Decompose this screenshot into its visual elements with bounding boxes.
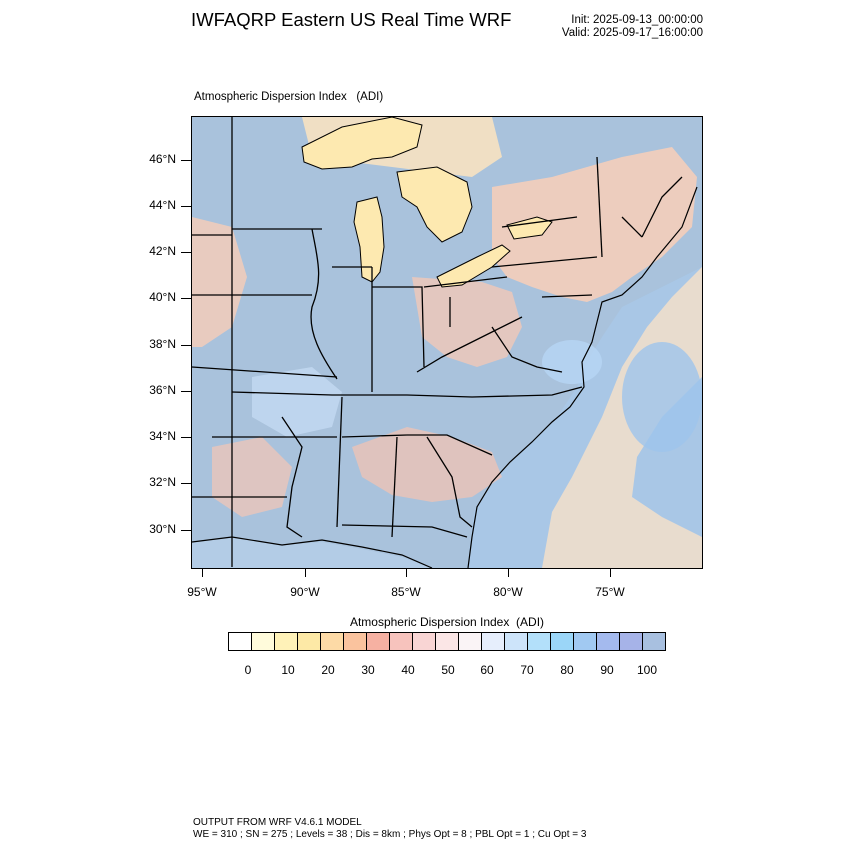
lat-tick — [181, 483, 191, 484]
lat-label-46n: 46°N — [149, 152, 176, 166]
warm-patch-northeast — [492, 147, 697, 302]
colorbar-swatch — [390, 633, 413, 650]
map-panel — [191, 116, 703, 569]
colorbar — [228, 632, 666, 651]
colorbar-swatch — [344, 633, 367, 650]
lat-tick — [181, 530, 191, 531]
colorbar-tick-label: 30 — [361, 663, 375, 677]
ocean-blue-eddy-2 — [542, 340, 602, 384]
lat-label-36n: 36°N — [149, 383, 176, 397]
colorbar-swatch — [505, 633, 528, 650]
state-borders — [192, 117, 683, 567]
lat-label-38n: 38°N — [149, 337, 176, 351]
lon-label-80w: 80°W — [493, 585, 523, 599]
lat-tick — [181, 437, 191, 438]
warm-patch-southeast — [352, 427, 502, 502]
footer-config-line: WE = 310 ; SN = 275 ; Levels = 38 ; Dis … — [193, 828, 587, 840]
colorbar-swatch — [367, 633, 390, 650]
warm-patch-west — [192, 217, 247, 347]
lat-tick — [181, 345, 191, 346]
colorbar-swatch — [482, 633, 505, 650]
model-footer: OUTPUT FROM WRF V4.6.1 MODEL WE = 310 ; … — [193, 817, 586, 840]
colorbar-title: Atmospheric Dispersion Index (ADI) — [349, 615, 545, 629]
colorbar-swatch — [643, 633, 665, 650]
colorbar-swatch — [574, 633, 597, 650]
lat-tick — [181, 391, 191, 392]
run-metadata: Init: 2025-09-13_00:00:00 Valid: 2025-09… — [540, 14, 703, 40]
lake-superior — [301, 117, 423, 170]
lake-michigan — [353, 196, 385, 283]
colorbar-swatch — [298, 633, 321, 650]
lat-label-40n: 40°N — [149, 290, 176, 304]
colorbar-swatch — [459, 633, 482, 650]
ocean-blue-eddy — [622, 342, 702, 452]
colorbar-swatch — [252, 633, 275, 650]
footer-model-line: OUTPUT FROM WRF V4.6.1 MODEL — [193, 817, 362, 828]
plot-title: Atmospheric Dispersion Index (ADI) — [194, 91, 384, 103]
colorbar-swatch — [321, 633, 344, 650]
colorbar-swatch — [528, 633, 551, 650]
lat-tick — [181, 252, 191, 253]
colorbar-swatch — [229, 633, 252, 650]
colorbar-swatch — [597, 633, 620, 650]
light-blue-patch — [252, 367, 342, 437]
warm-patch-midwest — [412, 277, 522, 367]
lat-tick — [181, 160, 191, 161]
lat-label-30n: 30°N — [149, 522, 176, 536]
colorbar-swatch — [275, 633, 298, 650]
lat-label-42n: 42°N — [149, 244, 176, 258]
lake-huron — [396, 166, 473, 243]
colorbar-tick-label: 20 — [321, 663, 335, 677]
colorbar-tick-label: 0 — [244, 663, 252, 677]
lon-tick — [406, 569, 407, 577]
lat-tick — [181, 298, 191, 299]
lon-tick — [610, 569, 611, 577]
colorbar-tick-label: 40 — [401, 663, 415, 677]
lat-label-34n: 34°N — [149, 429, 176, 443]
atlantic-coastline — [467, 186, 698, 568]
lat-label-32n: 32°N — [149, 475, 176, 489]
colorbar-tick-label: 80 — [560, 663, 574, 677]
adi-map — [192, 117, 702, 568]
colorbar-swatch — [620, 633, 643, 650]
colorbar-tick-label: 90 — [600, 663, 614, 677]
lon-label-85w: 85°W — [391, 585, 421, 599]
lat-label-44n: 44°N — [149, 198, 176, 212]
colorbar-swatch — [551, 633, 574, 650]
lake-erie — [436, 244, 511, 288]
colorbar-tick-label: 60 — [480, 663, 494, 677]
colorbar-tick-label: 100 — [636, 663, 658, 677]
lon-tick — [508, 569, 509, 577]
lon-label-75w: 75°W — [595, 585, 625, 599]
colorbar-tick-label: 10 — [281, 663, 295, 677]
colorbar-tick-label: 50 — [441, 663, 455, 677]
lake-ontario — [506, 216, 553, 240]
lon-label-90w: 90°W — [290, 585, 320, 599]
colorbar-swatch — [413, 633, 436, 650]
colorbar-tick-label: 70 — [520, 663, 534, 677]
colorbar-swatch — [436, 633, 459, 650]
valid-time: Valid: 2025-09-17_16:00:00 — [561, 27, 703, 39]
chart-title: IWFAQRP Eastern US Real Time WRF — [191, 9, 512, 30]
lat-tick — [181, 206, 191, 207]
init-time: Init: 2025-09-13_00:00:00 — [571, 14, 703, 26]
lon-tick — [305, 569, 306, 577]
gulf-of-mexico — [192, 537, 432, 568]
lon-label-95w: 95°W — [187, 585, 217, 599]
lon-tick — [202, 569, 203, 577]
